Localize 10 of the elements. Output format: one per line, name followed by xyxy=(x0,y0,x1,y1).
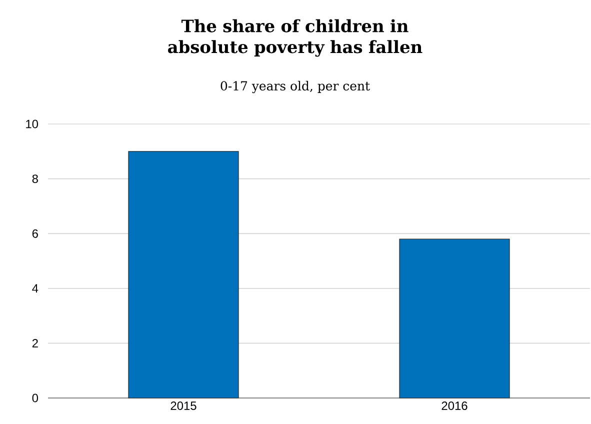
x-tick-label: 2015 xyxy=(170,402,196,410)
y-tick-label: 2 xyxy=(32,339,38,348)
y-tick-label: 10 xyxy=(26,120,38,128)
y-tick-label: 0 xyxy=(32,394,38,402)
chart-subtitle: 0-17 years old, per cent xyxy=(220,80,370,94)
y-tick-label: 6 xyxy=(32,229,38,238)
y-tick-label: 8 xyxy=(32,174,38,184)
x-tick-label: 2016 xyxy=(442,402,468,410)
y-tick-label: 4 xyxy=(32,284,38,293)
chart-title: The share of children in absolute poverty has fallen xyxy=(168,19,422,57)
